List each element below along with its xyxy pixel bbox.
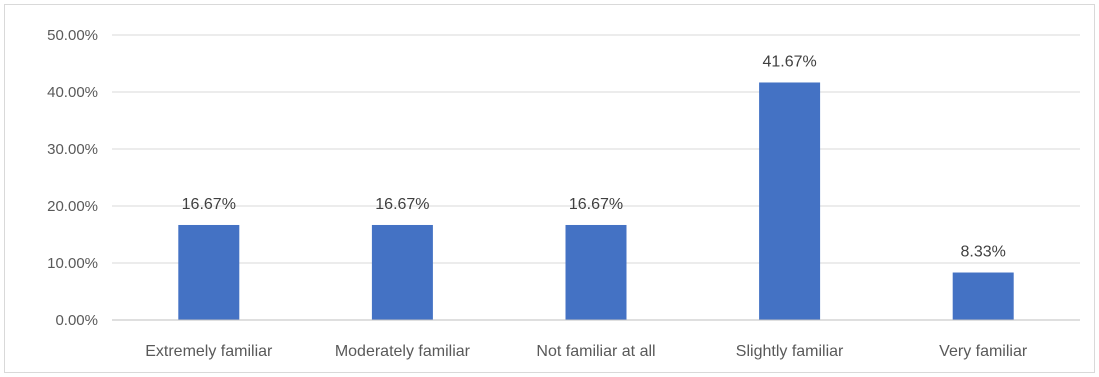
bar-chart: 0.00% 10.00% 20.00% 30.00% 40.00% 50.00% 16.6… xyxy=(47,27,1080,360)
x-category-label: Moderately familiar xyxy=(335,343,471,360)
y-tick-label: 40.00% xyxy=(47,84,98,101)
bars xyxy=(178,82,1014,320)
gridlines xyxy=(112,34,1080,264)
data-label: 16.67% xyxy=(375,196,429,213)
x-axis-category-labels: Extremely familiar Moderately familiar Not… xyxy=(145,343,1028,360)
x-category-label: Slightly familiar xyxy=(736,343,844,360)
chart-area: 0.00% 10.00% 20.00% 30.00% 40.00% 50.00% 16.6… xyxy=(4,4,1095,373)
x-category-label: Not familiar at all xyxy=(536,343,655,360)
bar xyxy=(178,224,240,320)
x-category-label: Extremely familiar xyxy=(145,343,273,360)
y-tick-label: 50.00% xyxy=(47,27,98,44)
data-labels: 16.67% 16.67% 16.67% 41.67% 8.33% xyxy=(182,53,1006,260)
y-tick-label: 0.00% xyxy=(55,312,98,329)
data-label: 16.67% xyxy=(182,196,236,213)
y-tick-label: 10.00% xyxy=(47,255,98,272)
data-label: 8.33% xyxy=(961,244,1006,261)
bar xyxy=(371,224,433,320)
data-label: 16.67% xyxy=(569,196,623,213)
bar xyxy=(565,224,627,320)
bar xyxy=(952,272,1014,320)
bar xyxy=(759,82,821,320)
y-tick-label: 20.00% xyxy=(47,198,98,215)
y-tick-label: 30.00% xyxy=(47,141,98,158)
data-label: 41.67% xyxy=(762,53,816,70)
x-category-label: Very familiar xyxy=(939,343,1028,360)
y-axis-tick-labels: 0.00% 10.00% 20.00% 30.00% 40.00% 50.00% xyxy=(47,27,98,329)
